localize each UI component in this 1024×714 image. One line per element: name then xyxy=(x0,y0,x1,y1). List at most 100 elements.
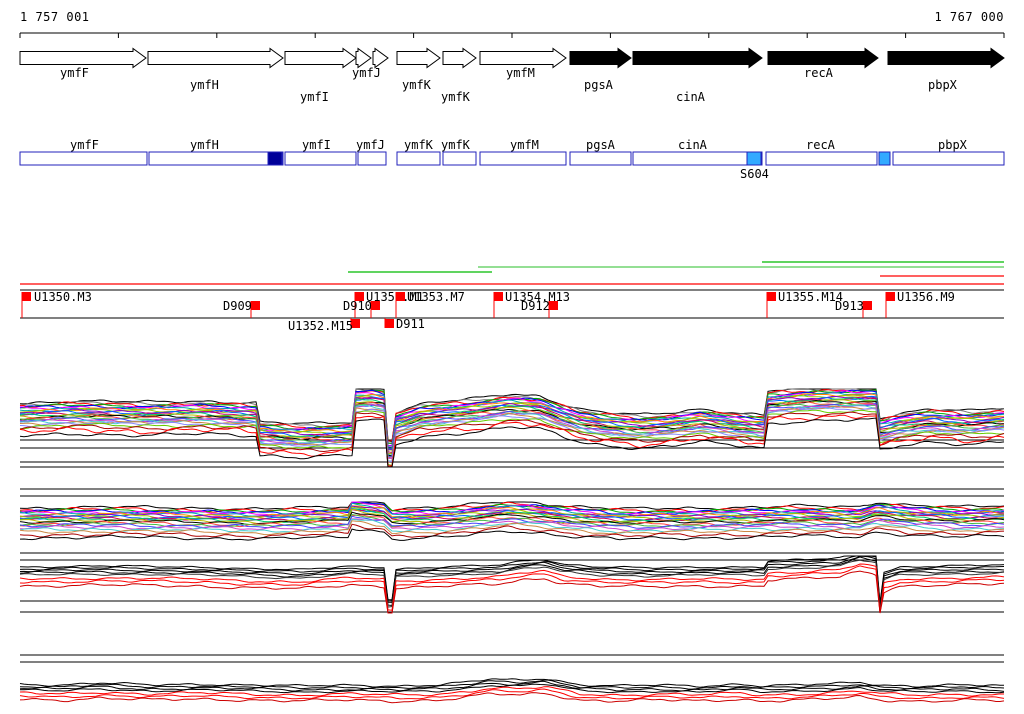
expression-series xyxy=(19,405,1005,463)
expression-series xyxy=(19,555,1005,607)
probe-flag-D909[interactable] xyxy=(251,301,260,310)
gene-box-recA[interactable] xyxy=(765,151,878,166)
gene-box-track: ymfF ymfH ymfI ymfJ ymfK ymfK ymfM pgsA cinA recA… xyxy=(19,138,1005,181)
probe-flag-U1356.M9[interactable] xyxy=(886,292,895,301)
expression-series xyxy=(19,679,1005,690)
expression-series xyxy=(19,528,1005,541)
gene-arrow-track: ymfF ymfH ymfI ymfJ ymfK ymfK ymfM pgsA cinA recA… xyxy=(19,47,1005,104)
gene-arrow-ymfK[interactable] xyxy=(442,47,477,69)
expression-series xyxy=(19,406,1005,462)
gene-box-ymfK[interactable] xyxy=(396,151,441,166)
annotation-segments xyxy=(20,261,1004,285)
gene-box-label: ymfH xyxy=(190,138,219,152)
expression-series xyxy=(19,678,1005,688)
gene-box-label: ymfI xyxy=(302,138,331,152)
gene-box-pbpX[interactable] xyxy=(892,151,1005,166)
expression-series xyxy=(19,511,1005,525)
expression-series xyxy=(19,501,1005,513)
gene-arrow-ymfK[interactable] xyxy=(396,47,441,69)
expression-series xyxy=(19,565,1005,614)
probe-flag-D912[interactable] xyxy=(549,301,558,310)
ruler xyxy=(19,32,1005,38)
feature-marker-S604[interactable] xyxy=(746,151,762,166)
expression-series xyxy=(20,683,1005,694)
gene-arrow-ymfF[interactable] xyxy=(19,47,147,69)
gene-arrow-recA[interactable] xyxy=(767,47,879,69)
expression-series xyxy=(19,399,1005,455)
gene-arrow-ymfI[interactable] xyxy=(284,47,357,69)
probe-flag-U1352.M15[interactable] xyxy=(351,319,360,328)
probe-label: D912 xyxy=(521,299,550,313)
expression-series xyxy=(19,505,1005,519)
gene-arrow-cinA[interactable] xyxy=(632,47,763,69)
gene-box-cinA[interactable] xyxy=(632,151,763,166)
gene-box-ymfJ[interactable] xyxy=(357,151,387,166)
probe-flag-D910[interactable] xyxy=(371,301,380,310)
gene-arrow-small[interactable] xyxy=(372,47,389,69)
probe-flag-U1353.M7[interactable] xyxy=(396,292,405,301)
gene-box-label: ymfM xyxy=(510,138,539,152)
expression-series xyxy=(19,509,1005,523)
end-coordinate: 1 767 000 xyxy=(934,10,1004,24)
expression-track-4 xyxy=(19,678,1005,704)
expression-series xyxy=(19,692,1005,704)
expression-series xyxy=(19,507,1005,521)
expression-series xyxy=(19,518,1005,532)
expression-series xyxy=(19,520,1005,536)
expression-series xyxy=(19,688,1005,700)
expression-track-2 xyxy=(19,501,1005,541)
gene-arrow-pbpX[interactable] xyxy=(887,47,1005,69)
expression-series xyxy=(19,390,1005,447)
gene-arrow-label: pbpX xyxy=(928,78,958,92)
expression-series xyxy=(19,397,1005,455)
expression-series xyxy=(19,392,1005,448)
probe-label: U1355.M14 xyxy=(778,290,843,304)
gene-box-pgsA[interactable] xyxy=(569,151,632,166)
gene-arrow-ymfM[interactable] xyxy=(479,47,567,69)
gene-arrow-pgsA[interactable] xyxy=(569,47,632,69)
gene-box-ymfH[interactable] xyxy=(148,151,284,166)
gene-box-ymfF[interactable] xyxy=(19,151,148,166)
probe-flag-U1350.M3[interactable] xyxy=(22,292,31,301)
probe-flag-D913[interactable] xyxy=(863,301,872,310)
gene-arrow-label: pgsA xyxy=(584,78,614,92)
expression-series xyxy=(19,686,1005,697)
probe-flag-D911[interactable] xyxy=(385,319,394,328)
expression-series xyxy=(19,570,1005,614)
probe-flag-U1355.M14[interactable] xyxy=(767,292,776,301)
gene-arrow-ymfH[interactable] xyxy=(147,47,284,69)
gene-box-label: pgsA xyxy=(586,138,616,152)
expression-series xyxy=(19,523,1005,539)
gene-arrow-label: ymfI xyxy=(300,90,329,104)
gene-box-label: ymfK xyxy=(404,138,434,152)
expression-series xyxy=(19,388,1005,445)
feature-marker-label: S604 xyxy=(740,167,769,181)
gene-box-ymfK[interactable] xyxy=(442,151,477,166)
feature-marker[interactable] xyxy=(267,151,283,166)
gene-arrow-label: cinA xyxy=(676,90,706,104)
gene-arrow-label: ymfF xyxy=(60,66,89,80)
expression-series xyxy=(19,501,1005,512)
probe-label: D909 xyxy=(223,299,252,313)
gene-box-ymfI[interactable] xyxy=(284,151,357,166)
probe-label: U1353.M7 xyxy=(407,290,465,304)
probe-label: U1352.M15 xyxy=(288,319,353,333)
probe-flag-U1354.M13[interactable] xyxy=(494,292,503,301)
probe-label: D910 xyxy=(343,299,372,313)
gene-box-label: ymfK xyxy=(441,138,471,152)
expression-tracks xyxy=(19,388,1005,704)
gene-box-label: ymfJ xyxy=(356,138,385,152)
probe-flag-U1351.M1[interactable] xyxy=(355,292,364,301)
probe-label: U1356.M9 xyxy=(897,290,955,304)
probe-label: D913 xyxy=(835,299,864,313)
gene-box-ymfM[interactable] xyxy=(479,151,567,166)
expression-series xyxy=(19,559,1005,610)
feature-marker[interactable] xyxy=(878,151,891,166)
gene-arrow-label: ymfH xyxy=(190,78,219,92)
expression-series xyxy=(19,389,1005,442)
gene-arrow-ymfJ[interactable] xyxy=(355,47,372,69)
start-coordinate: 1 757 001 xyxy=(20,10,90,24)
expression-series xyxy=(19,396,1005,451)
